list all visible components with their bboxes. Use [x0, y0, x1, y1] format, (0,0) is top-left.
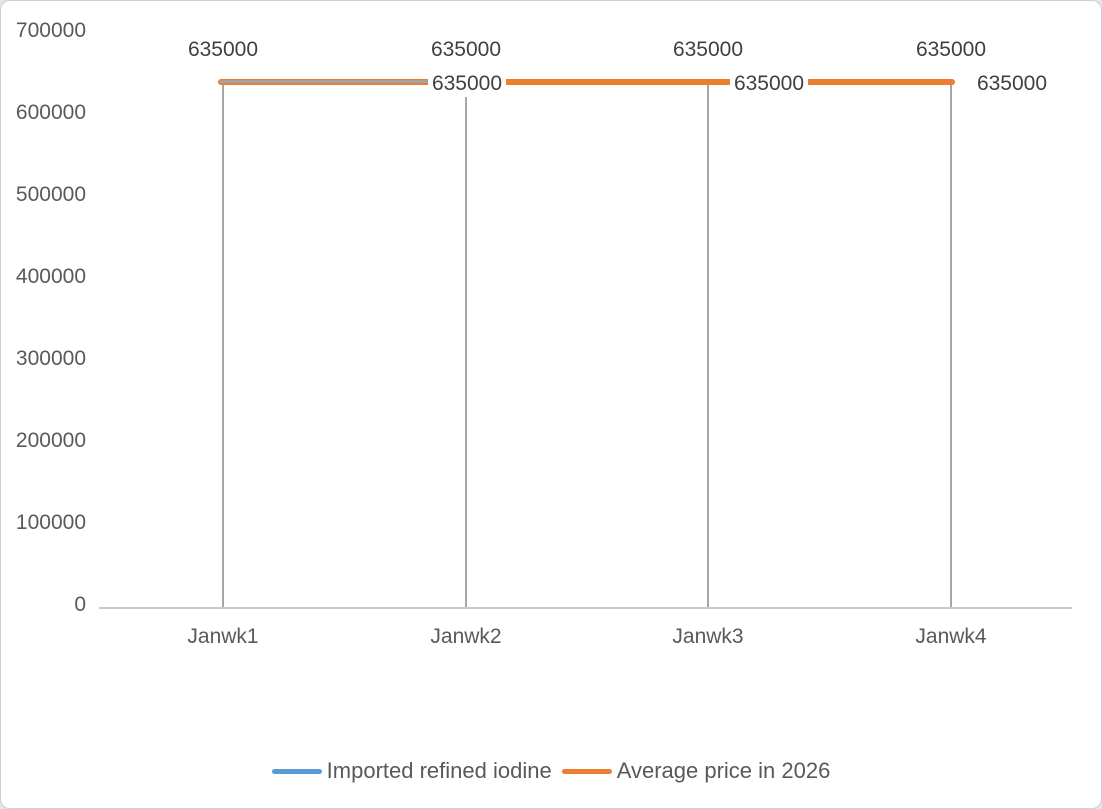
legend-swatch-blue-line-icon [271, 768, 322, 774]
data-label-s1-janwk3: 635000 [672, 38, 744, 61]
y-tick-400000: 400000 [15, 265, 86, 288]
y-tick-700000: 700000 [15, 19, 86, 42]
data-label-s1-janwk4: 635000 [915, 38, 987, 61]
data-label-s2-1: 635000 [428, 71, 506, 97]
drop-line-janwk2 [465, 84, 467, 608]
y-tick-0: 0 [74, 593, 86, 616]
y-tick-600000: 600000 [15, 101, 86, 124]
data-label-s1-janwk1: 635000 [187, 38, 259, 61]
y-tick-200000: 200000 [15, 429, 86, 452]
data-label-s2-3: 635000 [973, 71, 1051, 97]
x-tick-janwk1: Janwk1 [187, 625, 259, 648]
drop-line-janwk4 [950, 84, 952, 608]
data-label-s2-2: 635000 [730, 71, 808, 97]
legend-item-imported-refined-iodine: Imported refined iodine [271, 757, 552, 785]
x-tick-janwk2: Janwk2 [430, 625, 502, 648]
legend-swatch-orange-line-icon [561, 768, 612, 774]
drop-line-janwk3 [707, 84, 709, 608]
y-tick-500000: 500000 [15, 183, 86, 206]
x-tick-janwk3: Janwk3 [672, 625, 744, 648]
chart-legend: Imported refined iodine Average price in… [1, 757, 1101, 785]
y-tick-100000: 100000 [15, 511, 86, 534]
data-label-s1-janwk2: 635000 [430, 38, 502, 61]
legend-label: Average price in 2026 [616, 758, 831, 783]
legend-label: Imported refined iodine [326, 758, 552, 783]
series-overlap-segment [220, 80, 467, 83]
legend-item-average-price-2026: Average price in 2026 [561, 757, 831, 785]
drop-line-janwk1 [222, 84, 224, 608]
x-axis-line [99, 607, 1072, 609]
series-line-average-price-2026 [218, 79, 955, 85]
y-tick-300000: 300000 [15, 347, 86, 370]
x-tick-janwk4: Janwk4 [915, 625, 987, 648]
